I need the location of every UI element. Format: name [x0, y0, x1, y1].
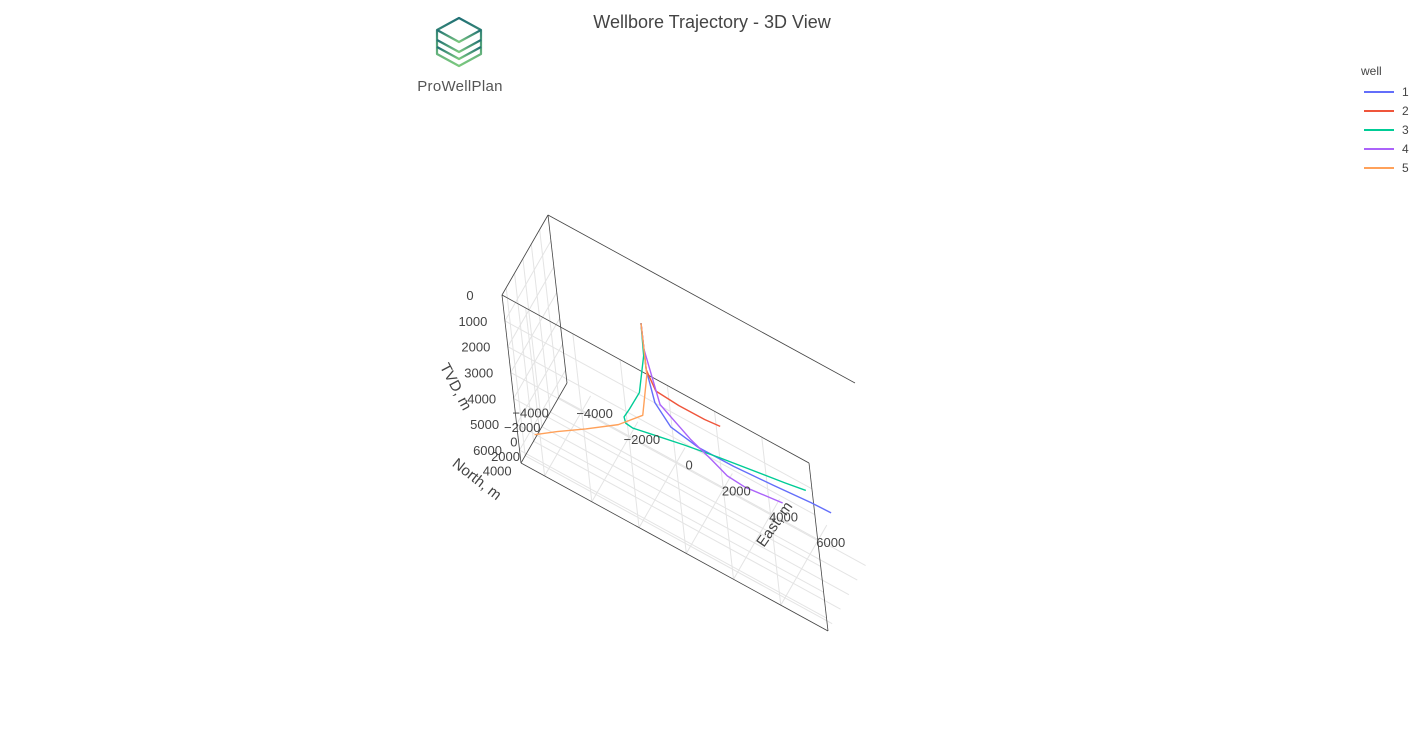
grid-line-wall-x-z [513, 397, 821, 567]
axis-layer [501, 214, 856, 632]
grid-line-wall-x [714, 411, 735, 580]
y-tick-label: 6000 [816, 535, 845, 550]
well-trace-3[interactable] [623, 323, 807, 492]
y-tick-label: −2000 [624, 432, 661, 447]
legend-item-well-3[interactable]: 3 [1360, 120, 1409, 139]
axis-edge [520, 462, 829, 632]
brand-logo: ProWellPlan [405, 14, 515, 100]
grid-line-wall-x [572, 333, 593, 502]
x-tick-label: 4000 [483, 464, 512, 479]
grid-line-wall-y [505, 287, 526, 456]
grid-line-floor-x [533, 440, 841, 610]
grid-line-wall-y-z [507, 266, 555, 347]
grid-line-wall-y-z [504, 240, 552, 322]
grid-line-floor-y [733, 499, 780, 580]
hexagon-layers-logo-icon [435, 16, 483, 68]
axis-edge [501, 214, 549, 296]
x-tick-label: −2000 [504, 420, 541, 435]
x-tick-label: 0 [510, 435, 517, 450]
grid-line-wall-y-z [513, 318, 561, 399]
axis-edge [520, 382, 568, 464]
grid-line-wall-x-z [504, 320, 813, 490]
grid-layer [501, 214, 866, 625]
logo-text: ProWellPlan [417, 78, 503, 95]
grid-line-wall-y-z [510, 292, 558, 373]
legend-swatch [1364, 166, 1394, 169]
legend-label: 3 [1402, 122, 1409, 137]
grid-line-wall-x-z [510, 372, 819, 541]
legend-swatch [1364, 90, 1394, 93]
grid-line-wall-y-z [516, 343, 564, 425]
grid-line-wall-y [530, 244, 551, 413]
grid-line-wall-y [514, 273, 535, 442]
legend-item-well-5[interactable]: 5 [1360, 158, 1409, 177]
y-tick-label: 2000 [722, 483, 751, 498]
well-trace-4[interactable] [640, 323, 783, 504]
grid-line-wall-x-z [519, 449, 827, 619]
grid-line-wall-x-z [507, 346, 816, 516]
legend-item-well-2[interactable]: 2 [1360, 101, 1409, 120]
grid-line-floor-y [544, 395, 592, 477]
grid-line-floor-y [638, 447, 686, 528]
y-tick-label: −4000 [576, 406, 613, 421]
grid-line-wall-y [539, 229, 560, 398]
legend: well 1 2 3 4 5 [1360, 64, 1409, 177]
grid-line-wall-y-z [519, 369, 566, 451]
grid-line-wall-y [522, 258, 543, 427]
axis-edge [501, 294, 522, 464]
legend-swatch [1364, 147, 1394, 150]
legend-swatch [1364, 109, 1394, 112]
legend-label: 4 [1402, 141, 1409, 156]
grid-line-floor-x [541, 426, 850, 596]
z-tick-label: 5000 [470, 417, 499, 432]
trace-layer [534, 323, 832, 514]
grid-line-floor-y [591, 421, 639, 503]
axis-edge [547, 214, 856, 384]
grid-line-wall-x [619, 359, 640, 528]
grid-line-floor-y [780, 524, 828, 606]
legend-swatch [1364, 128, 1394, 131]
grid-line-floor-x [524, 455, 833, 625]
z-tick-label: 0 [466, 288, 473, 303]
z-tick-label: 4000 [467, 391, 496, 406]
y-tick-label: 4000 [769, 509, 798, 524]
z-tick-label: 2000 [461, 340, 490, 355]
legend-title: well [1361, 64, 1382, 78]
legend-label: 2 [1402, 103, 1409, 118]
x-tick-label: 2000 [491, 449, 520, 464]
grid-line-wall-x [761, 437, 782, 606]
z-tick-label: 6000 [473, 443, 502, 458]
well-trace-2[interactable] [640, 323, 721, 428]
z-tick-label: 1000 [458, 314, 487, 329]
legend-label: 5 [1402, 160, 1409, 175]
chart-title: Wellbore Trajectory - 3D View [593, 12, 831, 32]
axis-edge [547, 214, 568, 384]
well-trace-5[interactable] [534, 323, 648, 436]
grid-line-wall-x [666, 385, 687, 554]
legend-item-well-1[interactable]: 1 [1360, 82, 1409, 101]
grid-line-floor-y [685, 473, 733, 554]
axis-edge [808, 462, 829, 632]
legend-item-well-4[interactable]: 4 [1360, 139, 1409, 158]
legend-label: 1 [1402, 84, 1409, 99]
grid-line-floor-x [550, 411, 858, 581]
z-tick-label: 3000 [464, 366, 493, 381]
y-tick-label: 0 [685, 458, 692, 473]
x-tick-label: −4000 [512, 406, 549, 421]
axis-edge [501, 294, 810, 464]
grid-line-wall-x-z [516, 423, 824, 593]
